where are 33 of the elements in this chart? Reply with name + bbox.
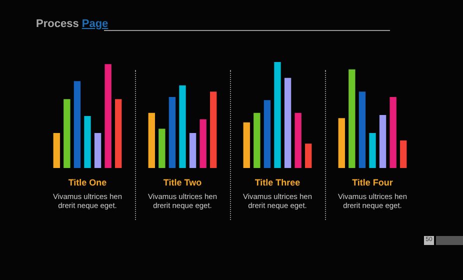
bar bbox=[210, 92, 217, 168]
x-tick-label: Title Two bbox=[163, 178, 202, 188]
x-tick-label: Title Three bbox=[254, 178, 300, 188]
bar bbox=[53, 133, 60, 168]
bar bbox=[64, 99, 70, 168]
bar bbox=[168, 96, 176, 168]
bar bbox=[284, 78, 292, 168]
bar bbox=[369, 133, 376, 168]
bar bbox=[115, 99, 122, 168]
bar bbox=[348, 69, 356, 168]
bar bbox=[294, 112, 302, 168]
bar bbox=[390, 96, 396, 168]
bar bbox=[84, 116, 91, 168]
bar bbox=[305, 144, 312, 168]
chart-title: Process Page bbox=[36, 18, 108, 30]
x-tick-label: Title Four bbox=[352, 178, 394, 188]
bar bbox=[158, 128, 166, 168]
bar bbox=[254, 112, 260, 168]
bar bbox=[189, 133, 196, 168]
bar bbox=[274, 62, 281, 168]
bar bbox=[179, 85, 186, 168]
bar bbox=[104, 64, 112, 168]
bar bbox=[358, 92, 366, 168]
bar bbox=[338, 118, 345, 168]
bar bbox=[148, 112, 155, 168]
bar bbox=[243, 122, 250, 168]
bar bbox=[94, 133, 102, 168]
bar bbox=[379, 115, 386, 168]
x-tick-label: Title One bbox=[68, 178, 107, 188]
bar bbox=[400, 140, 407, 168]
bar bbox=[200, 119, 206, 168]
bar bbox=[264, 100, 271, 168]
bar bbox=[74, 81, 81, 168]
